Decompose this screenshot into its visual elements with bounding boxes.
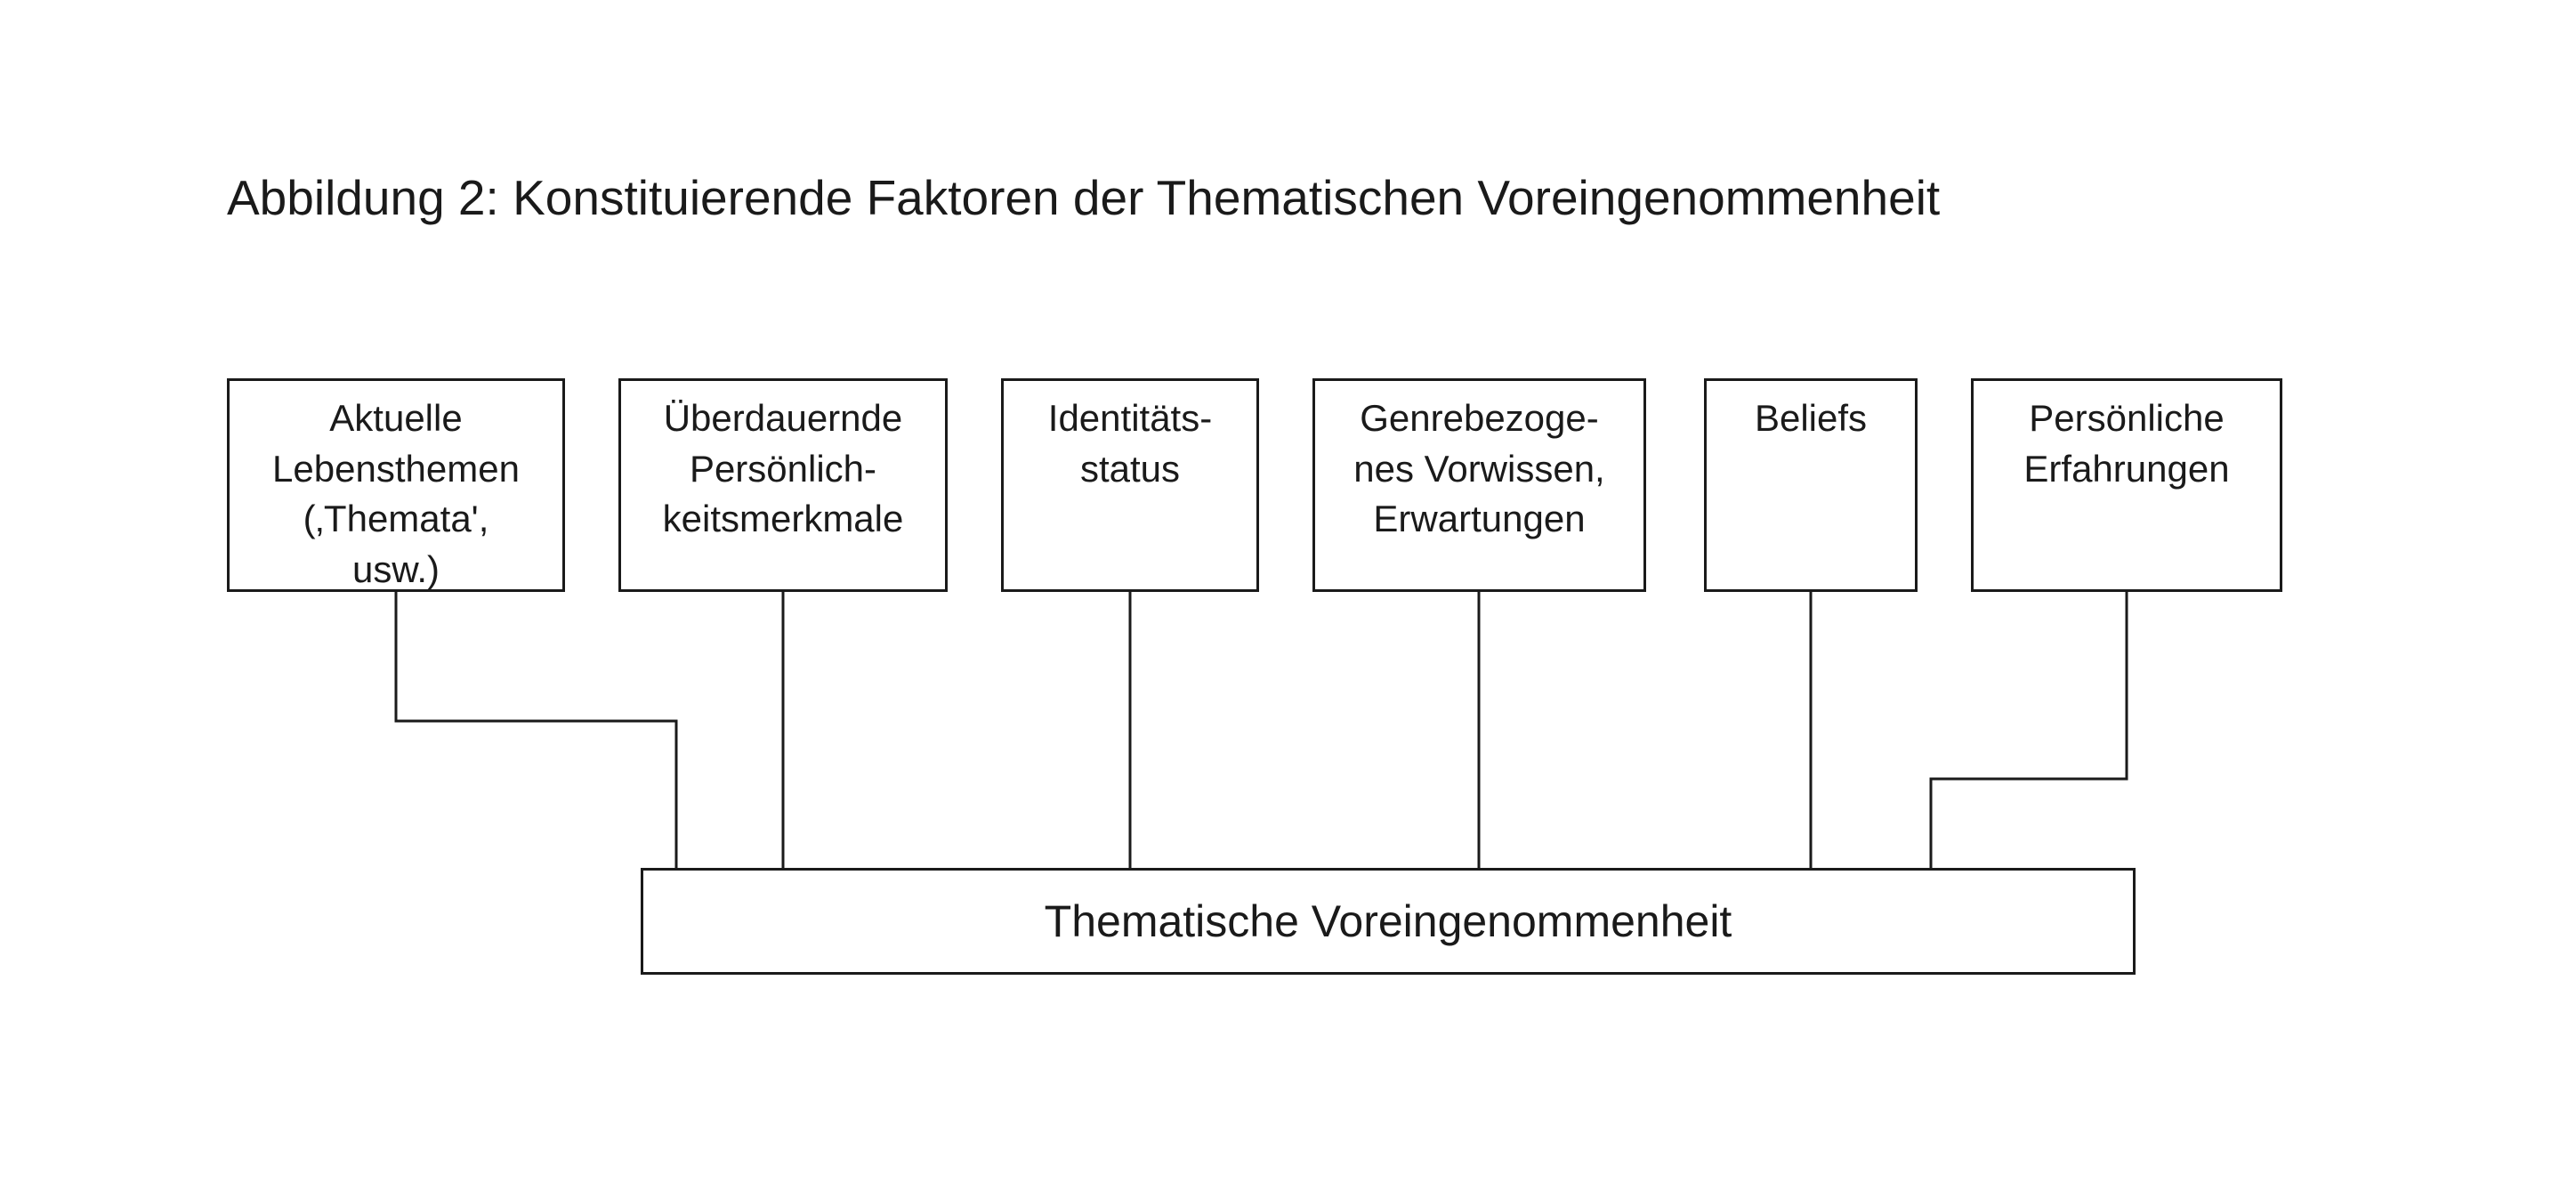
figure-title: Abbildung 2: Konstituierende Faktoren de… [227,169,1940,226]
connector-line [1931,592,2127,868]
result-box: Thematische Voreingenommenheit [641,868,2136,975]
factor-box-lebensthemen: Aktuelle Lebensthemen (‚Themata', usw.) [227,378,565,592]
factor-label: Überdauernde Persönlich- keitsmerkmale [663,393,904,545]
factor-label: Persönliche Erfahrungen [2023,393,2229,494]
factor-label: Identitäts- status [1048,393,1212,494]
factor-box-identitaet: Identitäts- status [1001,378,1259,592]
result-label: Thematische Voreingenommenheit [1045,895,1732,947]
factor-box-persoenlichkeit: Überdauernde Persönlich- keitsmerkmale [618,378,948,592]
factor-label: Genrebezoge- nes Vorwissen, Erwartungen [1353,393,1604,545]
factor-label: Aktuelle Lebensthemen (‚Themata', usw.) [272,393,520,596]
factor-box-genre: Genrebezoge- nes Vorwissen, Erwartungen [1312,378,1646,592]
factor-box-beliefs: Beliefs [1704,378,1918,592]
factor-label: Beliefs [1755,393,1867,444]
connector-line [396,592,676,868]
factor-box-erfahrungen: Persönliche Erfahrungen [1971,378,2282,592]
